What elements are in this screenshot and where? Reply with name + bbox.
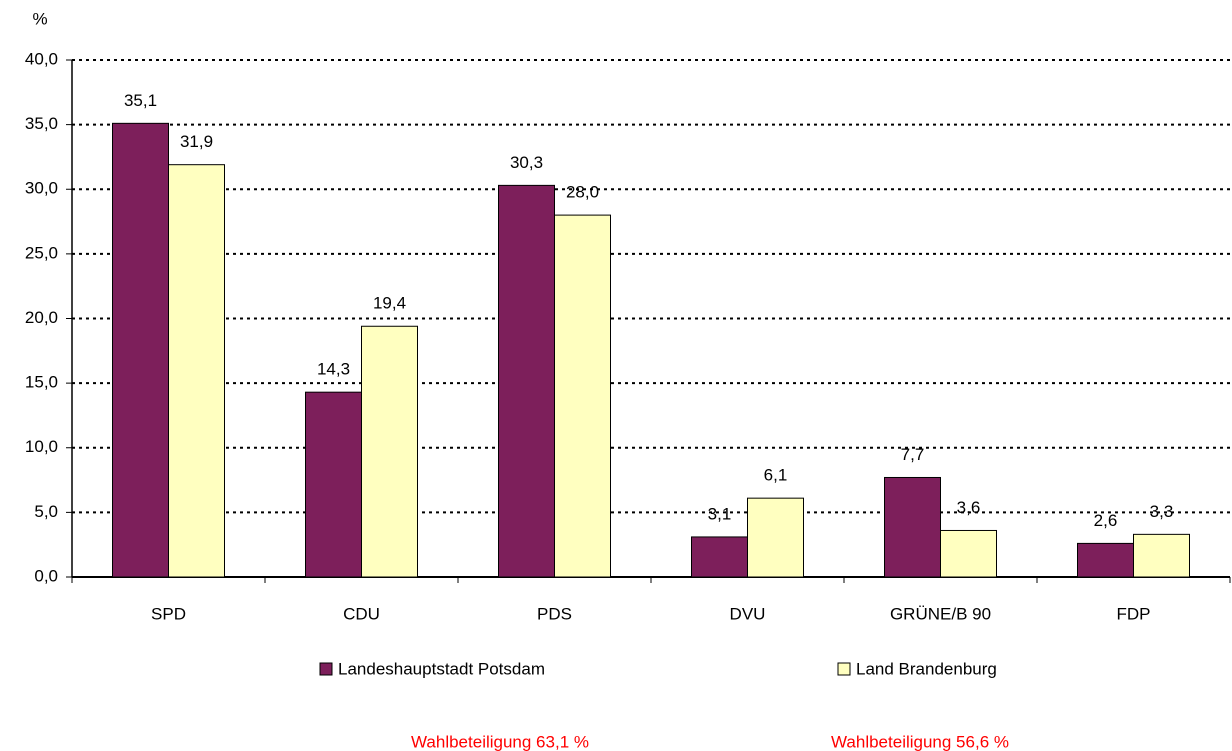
x-tick-label: CDU xyxy=(343,604,380,623)
value-label: 6,1 xyxy=(764,466,788,485)
bar xyxy=(305,391,362,578)
y-axis-label: % xyxy=(32,9,47,28)
value-label: 14,3 xyxy=(317,360,350,379)
value-label: 35,1 xyxy=(124,91,157,110)
x-tick-label: DVU xyxy=(730,604,766,623)
y-tick-label: 15,0 xyxy=(25,373,58,392)
bar xyxy=(168,164,225,578)
y-tick-label: 25,0 xyxy=(25,243,58,262)
bar xyxy=(884,476,941,578)
bar xyxy=(691,536,748,578)
bar xyxy=(498,184,555,578)
y-tick-label: 5,0 xyxy=(34,502,58,521)
annotation: Wahlbeteiligung 63,1 % xyxy=(411,732,589,751)
value-label: 30,3 xyxy=(510,153,543,172)
bar xyxy=(747,497,804,578)
bar xyxy=(554,214,611,578)
value-label: 3,1 xyxy=(708,504,732,523)
bar xyxy=(1077,542,1134,578)
legend-swatch xyxy=(319,662,333,676)
bar xyxy=(112,122,169,578)
y-tick-label: 40,0 xyxy=(25,49,58,68)
y-tick-label: 30,0 xyxy=(25,179,58,198)
x-tick-label: GRÜNE/B 90 xyxy=(890,604,991,623)
bar xyxy=(940,529,997,578)
x-tick-label: FDP xyxy=(1117,604,1151,623)
value-label: 19,4 xyxy=(373,294,406,313)
bar xyxy=(1133,533,1190,578)
legend-label: Land Brandenburg xyxy=(856,659,997,678)
annotation: Wahlbeteiligung 56,6 % xyxy=(831,732,1009,751)
legend-label: Landeshauptstadt Potsdam xyxy=(338,659,545,678)
y-tick-label: 20,0 xyxy=(25,308,58,327)
y-tick-label: 35,0 xyxy=(25,114,58,133)
value-label: 2,6 xyxy=(1094,511,1118,530)
bar xyxy=(361,325,418,578)
value-label: 28,0 xyxy=(566,183,599,202)
value-label: 31,9 xyxy=(180,132,213,151)
y-tick-label: 0,0 xyxy=(34,566,58,585)
x-tick-label: SPD xyxy=(151,604,186,623)
value-label: 3,6 xyxy=(957,498,981,517)
value-label: 7,7 xyxy=(901,445,925,464)
y-tick-label: 10,0 xyxy=(25,437,58,456)
legend-swatch xyxy=(837,662,851,676)
value-label: 3,3 xyxy=(1150,502,1174,521)
x-tick-label: PDS xyxy=(537,604,572,623)
